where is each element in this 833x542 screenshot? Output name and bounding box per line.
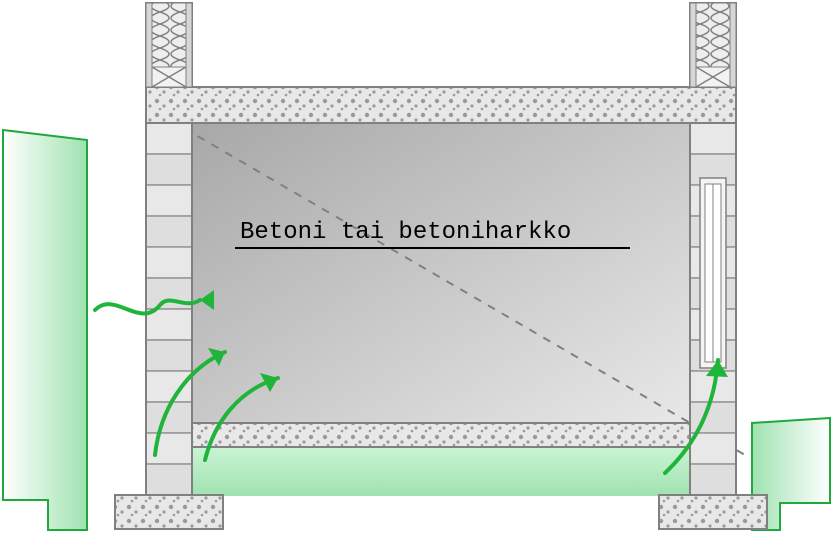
material-label: Betoni tai betoniharkko bbox=[240, 219, 571, 246]
right-wall-stud bbox=[690, 3, 736, 87]
ceiling-slab bbox=[146, 87, 736, 123]
left-footing bbox=[115, 495, 223, 529]
floor-slab bbox=[192, 423, 690, 447]
left-wall-stud bbox=[146, 3, 192, 87]
crawlspace-floor bbox=[145, 448, 693, 496]
construction-cross-section: Betoni tai betoniharkko bbox=[0, 0, 833, 542]
left-ground bbox=[3, 130, 87, 530]
right-footing bbox=[659, 495, 767, 529]
window bbox=[700, 178, 726, 368]
